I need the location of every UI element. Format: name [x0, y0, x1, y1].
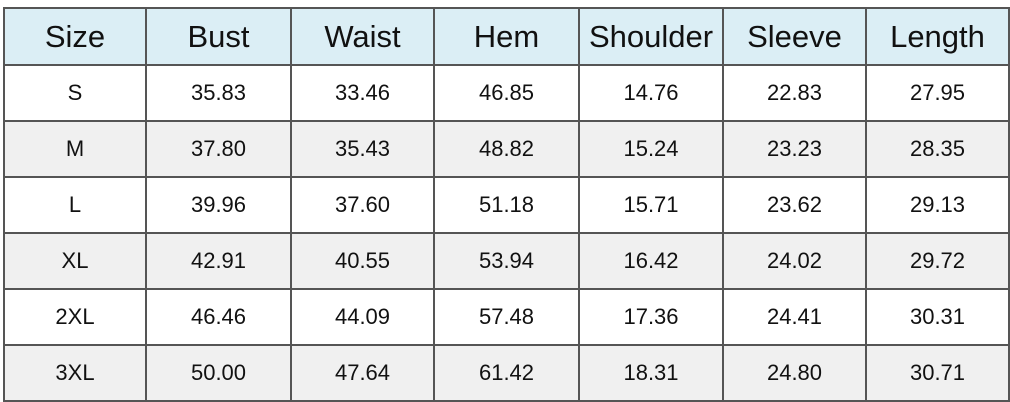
measure-cell: 35.43 [290, 120, 435, 178]
measure-cell: 40.55 [290, 232, 435, 290]
measure-cell: 61.42 [433, 344, 580, 402]
measure-cell: 46.46 [145, 288, 292, 346]
measure-cell: 29.13 [865, 176, 1010, 234]
table-row: XL 42.91 40.55 53.94 16.42 24.02 29.72 [3, 232, 1010, 290]
measure-cell: 57.48 [433, 288, 580, 346]
size-cell: 2XL [3, 288, 147, 346]
size-cell: 3XL [3, 344, 147, 402]
measure-cell: 17.36 [578, 288, 724, 346]
measure-cell: 27.95 [865, 64, 1010, 122]
measure-cell: 22.83 [722, 64, 867, 122]
header-cell: Shoulder [578, 7, 724, 66]
header-cell: Size [3, 7, 147, 66]
measure-cell: 33.46 [290, 64, 435, 122]
measure-cell: 16.42 [578, 232, 724, 290]
header-cell: Sleeve [722, 7, 867, 66]
measure-cell: 47.64 [290, 344, 435, 402]
measure-cell: 14.76 [578, 64, 724, 122]
measure-cell: 51.18 [433, 176, 580, 234]
measure-cell: 24.41 [722, 288, 867, 346]
header-row: Size Bust Waist Hem Shoulder Sleeve Length [3, 7, 1010, 66]
measure-cell: 48.82 [433, 120, 580, 178]
measure-cell: 24.80 [722, 344, 867, 402]
measure-cell: 39.96 [145, 176, 292, 234]
measure-cell: 37.60 [290, 176, 435, 234]
measure-cell: 29.72 [865, 232, 1010, 290]
size-cell: L [3, 176, 147, 234]
measure-cell: 23.23 [722, 120, 867, 178]
measure-cell: 28.35 [865, 120, 1010, 178]
size-table: Size Bust Waist Hem Shoulder Sleeve Length S 35… [3, 7, 1010, 402]
measure-cell: 15.71 [578, 176, 724, 234]
measure-cell: 30.71 [865, 344, 1010, 402]
header-cell: Hem [433, 7, 580, 66]
measure-cell: 53.94 [433, 232, 580, 290]
measure-cell: 37.80 [145, 120, 292, 178]
table-row: M 37.80 35.43 48.82 15.24 23.23 28.35 [3, 120, 1010, 178]
table-row: S 35.83 33.46 46.85 14.76 22.83 27.95 [3, 64, 1010, 122]
measure-cell: 42.91 [145, 232, 292, 290]
measure-cell: 18.31 [578, 344, 724, 402]
table-row: 3XL 50.00 47.64 61.42 18.31 24.80 30.71 [3, 344, 1010, 402]
size-cell: M [3, 120, 147, 178]
measure-cell: 35.83 [145, 64, 292, 122]
size-cell: XL [3, 232, 147, 290]
measure-cell: 15.24 [578, 120, 724, 178]
header-cell: Length [865, 7, 1010, 66]
size-cell: S [3, 64, 147, 122]
header-cell: Waist [290, 7, 435, 66]
measure-cell: 46.85 [433, 64, 580, 122]
table-row: L 39.96 37.60 51.18 15.71 23.62 29.13 [3, 176, 1010, 234]
measure-cell: 50.00 [145, 344, 292, 402]
header-cell: Bust [145, 7, 292, 66]
table-row: 2XL 46.46 44.09 57.48 17.36 24.41 30.31 [3, 288, 1010, 346]
measure-cell: 23.62 [722, 176, 867, 234]
measure-cell: 30.31 [865, 288, 1010, 346]
measure-cell: 44.09 [290, 288, 435, 346]
measure-cell: 24.02 [722, 232, 867, 290]
